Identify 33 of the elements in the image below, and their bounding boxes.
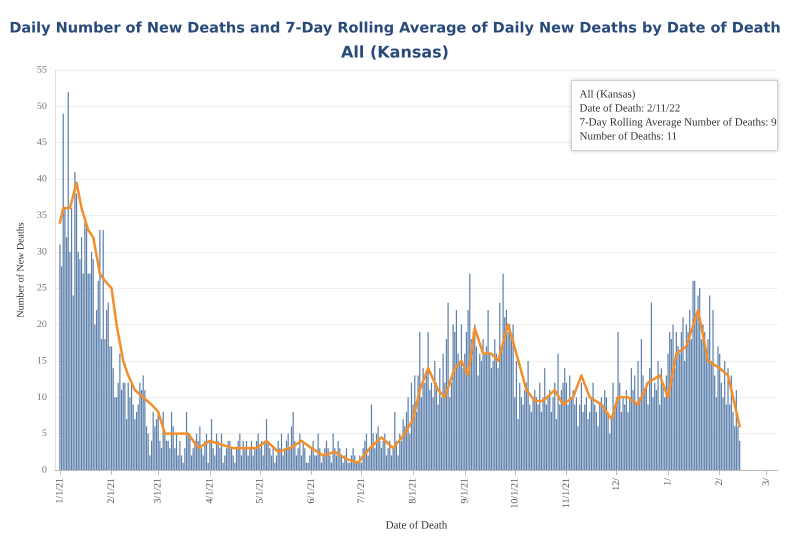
y-tick-label: 35 (36, 210, 47, 221)
annotation: All (Kansas) Date of Death: 2/11/22 7-Day Rolling Average Number of Deaths: 9 Number of Deaths: 11 (580, 88, 778, 142)
chart-subtitle: All (Kansas) (341, 42, 449, 62)
x-tick-label: 3/ (760, 478, 772, 486)
y-axis-title: Number of New Deaths (16, 222, 26, 318)
x-tick-label: 2/1/21 (106, 478, 118, 504)
y-tick-label: 55 (36, 64, 47, 76)
x-axis-title: Date of Death (386, 520, 448, 532)
x-tick-label: 1/ (662, 478, 674, 486)
x-tick-label: 10/1/21 (509, 478, 520, 509)
y-tick-label: 15 (36, 355, 47, 366)
y-tick-label: 10 (36, 392, 47, 403)
y-tick-label: 0 (42, 464, 47, 476)
x-tick-label: 6/1/21 (306, 478, 317, 504)
x-tick-label: 11/1/21 (560, 478, 572, 508)
y-tick-label: 25 (36, 282, 47, 294)
x-tick-label: 12/ (610, 478, 622, 491)
x-tick-label: 5/1/21 (254, 478, 266, 504)
x-tick-label: 4/1/21 (204, 478, 216, 504)
x-tick-label: 2/ (714, 478, 726, 486)
y-tick-label: 30 (36, 246, 47, 258)
line-series (58, 181, 741, 464)
x-tick-label: 7/1/21 (356, 478, 367, 504)
x-tick-label: 8/1/21 (408, 478, 419, 504)
y-tick-label: 5 (42, 428, 47, 440)
y-tick-label: 50 (36, 100, 47, 112)
x-tick-label: 9/1/21 (459, 478, 470, 504)
x-tick-label: 3/1/21 (152, 478, 164, 504)
y-tick-label: 40 (36, 174, 47, 185)
y-tick-label: 45 (36, 137, 47, 148)
chart-title: Daily Number of New Deaths and 7-Day Rolling Average of Daily New Deaths by Date of Death (9, 20, 781, 36)
y-tick-label: 20 (36, 319, 47, 330)
x-tick-label: 1/1/21 (54, 478, 66, 504)
